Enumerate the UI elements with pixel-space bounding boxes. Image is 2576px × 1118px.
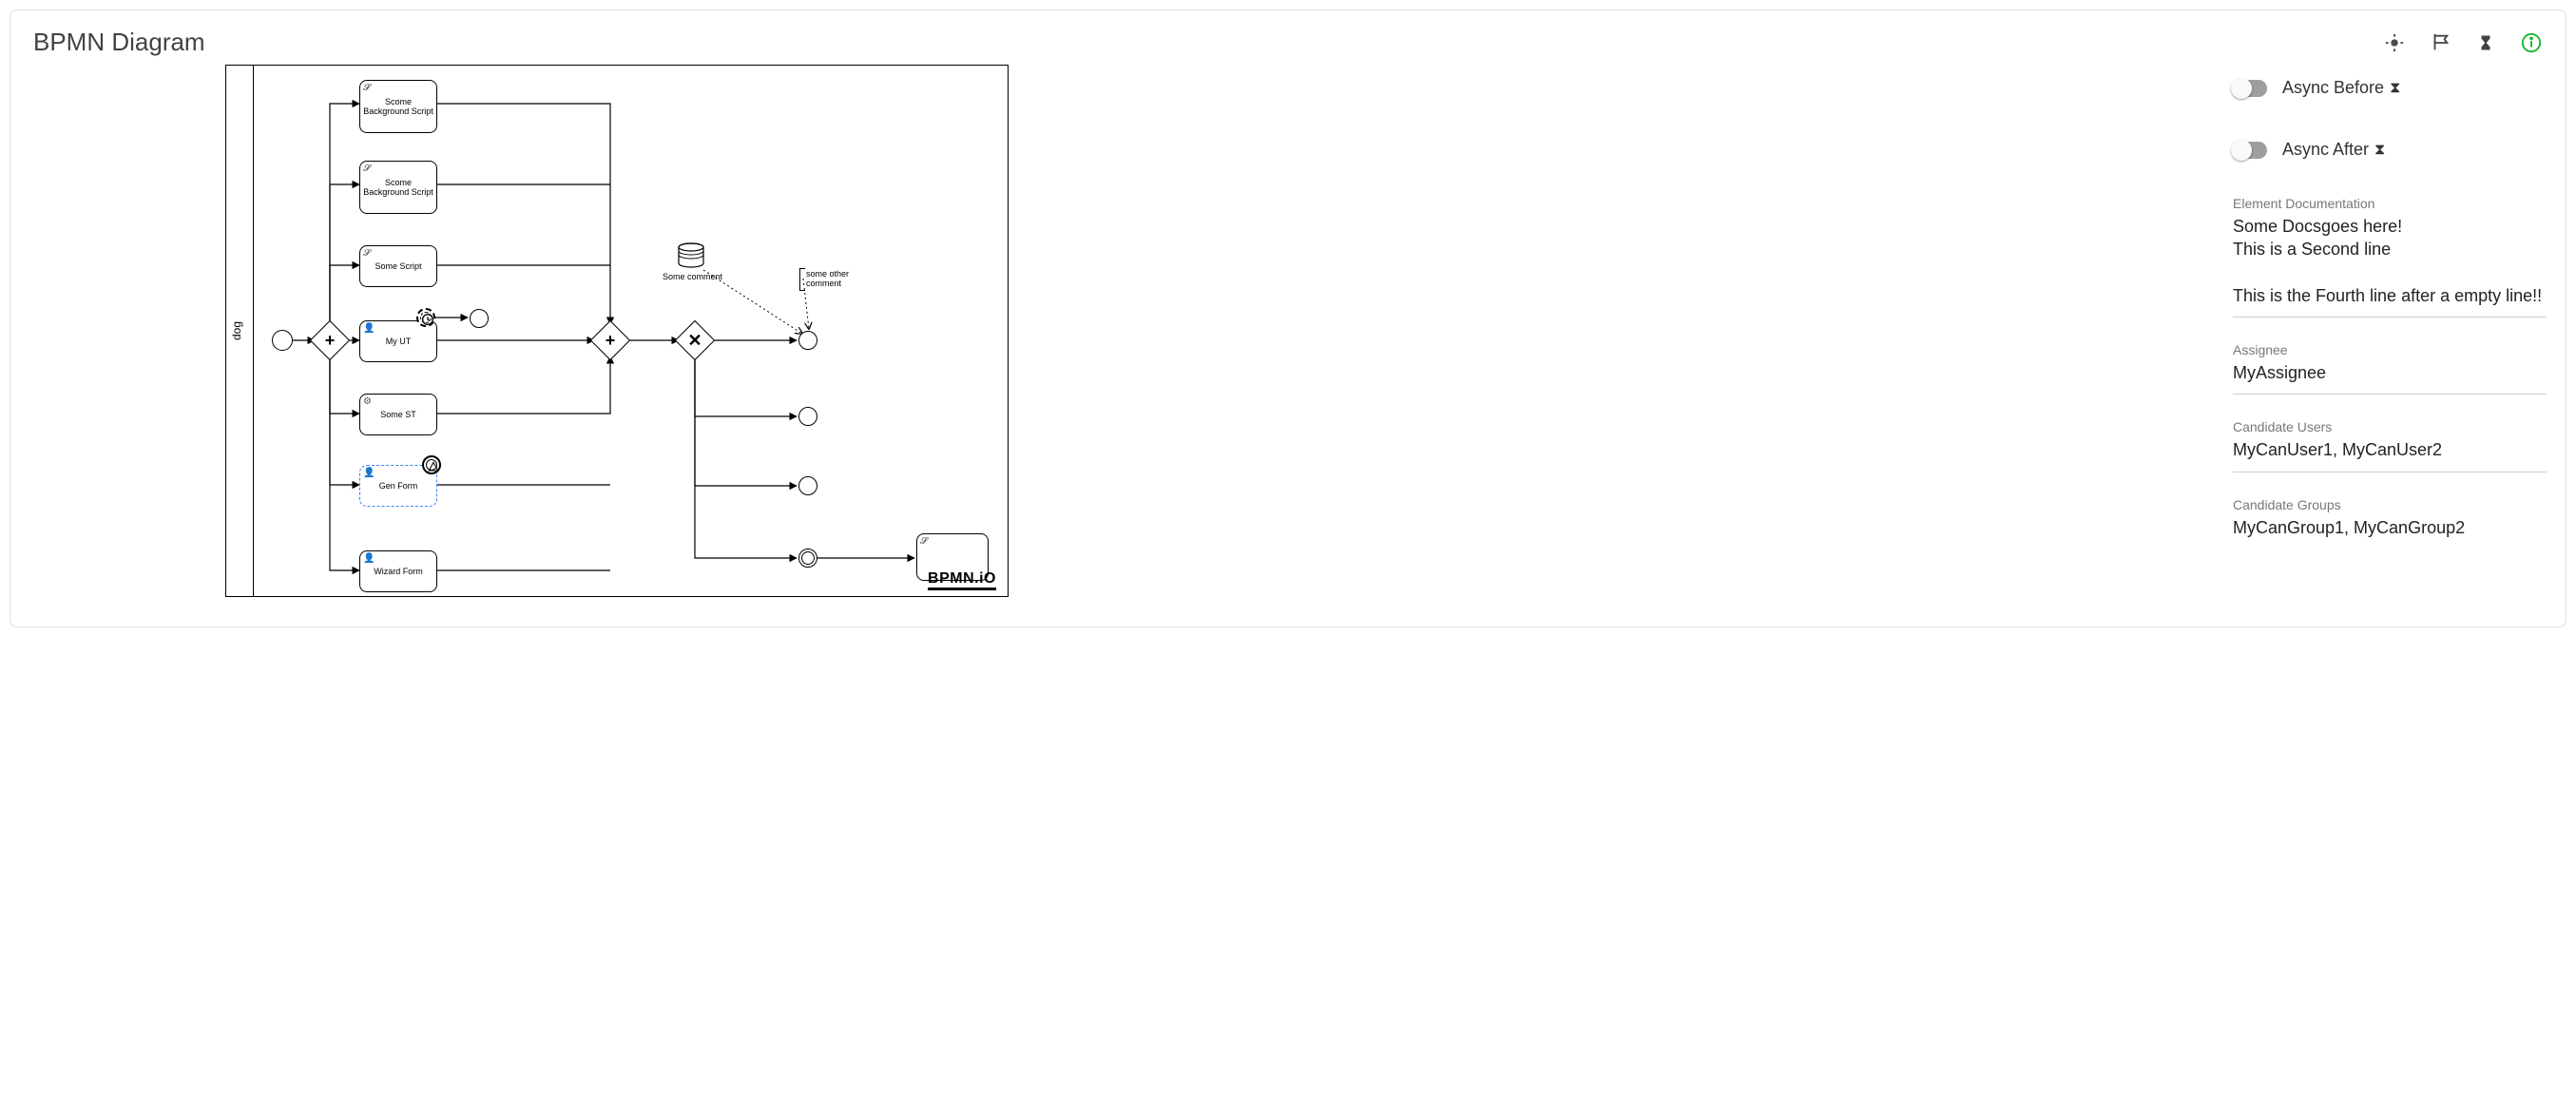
hourglass-icon: ⧗ (2374, 142, 2385, 159)
main-area: dog (10, 65, 2566, 624)
annotation-2: some other comment (806, 269, 859, 288)
end-event-3[interactable] (798, 476, 817, 495)
bpmn-editor-card: BPMN Diagram dog (10, 10, 2566, 627)
task-label: Scome Background Script (363, 178, 433, 198)
parallel-gateway-2[interactable]: + (590, 320, 630, 360)
note-icon[interactable] (2429, 31, 2451, 54)
task-script-some[interactable]: 𝓢Some Script (359, 245, 437, 287)
candidate-groups-label: Candidate Groups (2233, 497, 2547, 512)
intermediate-link-event[interactable] (798, 549, 817, 568)
task-label: My UT (386, 337, 412, 346)
boundary-timer-event[interactable] (416, 308, 435, 327)
async-before-text: Async Before (2282, 78, 2384, 98)
annotation-bracket (799, 268, 805, 291)
annotation-1: Some comment (663, 272, 722, 281)
task-script-bg-1[interactable]: 𝓢Scome Background Script (359, 80, 437, 133)
bpmn-pool[interactable]: dog (225, 65, 1009, 597)
data-store[interactable] (677, 242, 705, 274)
task-label: Some ST (380, 410, 416, 419)
task-label: Wizard Form (374, 567, 423, 576)
async-after-toggle[interactable] (2233, 142, 2267, 159)
assignee-label: Assignee (2233, 342, 2547, 357)
assignee-block: Assignee MyAssignee (2233, 338, 2547, 395)
task-script-bg-2[interactable]: 𝓢Scome Background Script (359, 161, 437, 214)
center-icon[interactable] (2383, 31, 2406, 54)
async-before-label: Async Before ⧗ (2282, 78, 2400, 98)
task-label: Scome Background Script (363, 97, 433, 117)
async-after-row: Async After ⧗ (2233, 140, 2547, 160)
lane-label: dog (230, 321, 243, 340)
async-before-toggle[interactable] (2233, 80, 2267, 97)
page-title: BPMN Diagram (33, 28, 205, 57)
hourglass-icon[interactable] (2474, 31, 2497, 54)
documentation-block: Element Documentation Some Docsgoes here… (2233, 192, 2547, 318)
async-after-text: Async After (2282, 140, 2369, 160)
candidate-groups-block: Candidate Groups MyCanGroup1, MyCanGroup… (2233, 493, 2547, 549)
end-event-2[interactable] (798, 407, 817, 426)
candidate-groups-value[interactable]: MyCanGroup1, MyCanGroup2 (2233, 516, 2547, 539)
info-icon[interactable] (2520, 31, 2543, 54)
lane-divider (253, 66, 254, 596)
candidate-users-value[interactable]: MyCanUser1, MyCanUser2 (2233, 438, 2547, 461)
task-label: Gen Form (379, 481, 418, 491)
async-after-label: Async After ⧗ (2282, 140, 2385, 160)
parallel-gateway-1[interactable]: + (310, 320, 350, 360)
task-user-wizardform[interactable]: 👤Wizard Form (359, 550, 437, 592)
intermediate-event-1[interactable] (470, 309, 489, 328)
header: BPMN Diagram (10, 10, 2566, 65)
boundary-signal-event[interactable] (422, 455, 441, 474)
exclusive-gateway[interactable]: ✕ (675, 320, 715, 360)
end-event-1[interactable] (798, 331, 817, 350)
bpmn-logo: BPMN.iO (928, 570, 996, 590)
assignee-value[interactable]: MyAssignee (2233, 361, 2547, 384)
documentation-value[interactable]: Some Docsgoes here! This is a Second lin… (2233, 215, 2547, 307)
async-before-row: Async Before ⧗ (2233, 78, 2547, 98)
task-service-somest[interactable]: ⚙Some ST (359, 394, 437, 435)
candidate-users-label: Candidate Users (2233, 419, 2547, 434)
header-toolbar (2383, 31, 2543, 54)
documentation-label: Element Documentation (2233, 196, 2547, 211)
start-event[interactable] (272, 330, 293, 351)
canvas-area[interactable]: dog (10, 65, 2214, 624)
candidate-users-block: Candidate Users MyCanUser1, MyCanUser2 (2233, 415, 2547, 472)
hourglass-icon: ⧗ (2390, 80, 2400, 97)
task-label: Some Script (375, 261, 421, 271)
properties-panel: Async Before ⧗ Async After ⧗ Element Doc… (2214, 65, 2566, 624)
